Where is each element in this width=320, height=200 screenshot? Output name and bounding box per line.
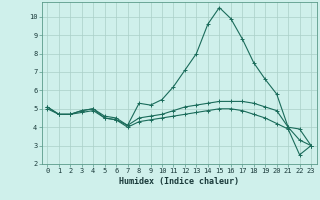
X-axis label: Humidex (Indice chaleur): Humidex (Indice chaleur) xyxy=(119,177,239,186)
